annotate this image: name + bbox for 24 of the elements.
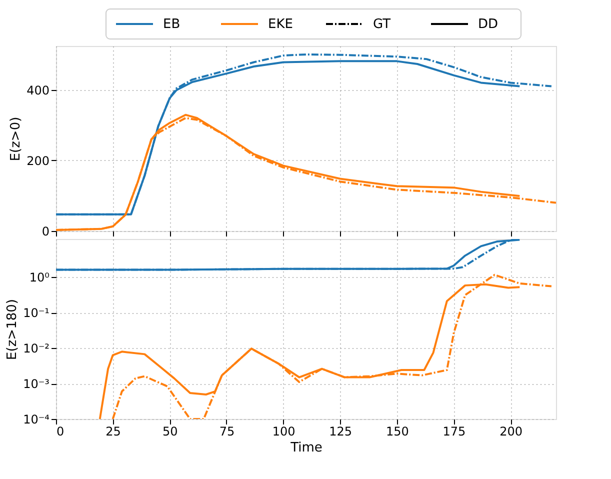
y-tick-label: 10⁻² <box>23 342 50 356</box>
x-axis-title: Time <box>290 440 322 456</box>
x-tick-label: 200 <box>500 424 522 438</box>
text: DD <box>478 17 498 32</box>
legend-label: EB <box>163 17 180 32</box>
y-tick-label: 400 <box>26 83 50 98</box>
y-tick-label: 200 <box>26 154 50 168</box>
x-tick-label: 125 <box>329 424 352 438</box>
x-tick-label: 100 <box>272 424 296 438</box>
y-tick-label: 10⁻¹ <box>23 306 50 320</box>
y-tick-label: 0 <box>42 224 50 238</box>
x-tick-label: 50 <box>162 424 178 438</box>
x-tick-label: 0 <box>56 424 64 438</box>
y-tick-label: 10⁻⁴ <box>23 412 50 426</box>
x-tick-label: 75 <box>219 424 235 438</box>
x-tick-label: 175 <box>442 424 466 438</box>
text: GT <box>373 17 391 32</box>
y-axis-title: E(z>180) <box>5 299 20 360</box>
x-tick-label: 25 <box>106 424 121 438</box>
x-tick-label: 150 <box>386 424 409 438</box>
legend-label: EKE <box>268 17 293 32</box>
y-tick-label: 10⁰ <box>29 270 50 285</box>
y-axis-title: E(z>0) <box>8 116 24 162</box>
y-tick-label: 10⁻³ <box>23 377 50 392</box>
